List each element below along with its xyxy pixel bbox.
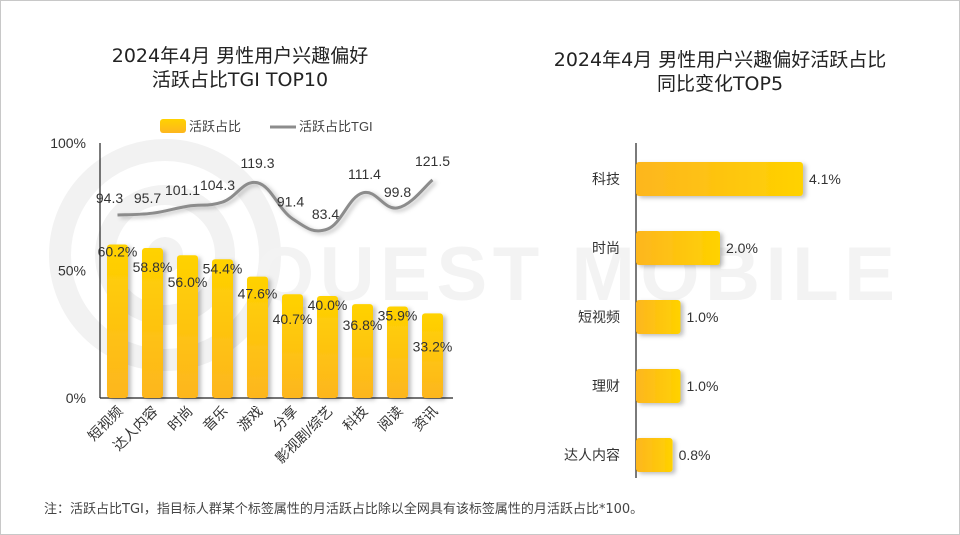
left-tgi-value-label: 111.4 <box>348 166 381 182</box>
left-bar <box>107 244 128 398</box>
left-tgi-line <box>117 178 434 233</box>
right-y-tick-label: 理财 <box>592 378 620 394</box>
right-title-line2: 同比变化TOP5 <box>656 73 784 95</box>
right-y-tick-label: 达人内容 <box>564 447 620 463</box>
left-y-tick-label: 50% <box>58 263 86 279</box>
left-bar <box>422 313 443 398</box>
left-bar <box>142 248 163 398</box>
right-y-tick-label: 短视频 <box>578 309 620 325</box>
legend-bar-swatch <box>160 119 186 133</box>
left-tgi-value-label: 99.8 <box>384 184 411 200</box>
left-bar <box>317 296 338 398</box>
left-x-tick-label: 游戏 <box>235 403 266 434</box>
left-bar-value-label: 47.6% <box>238 286 278 302</box>
left-bar-value-label: 33.2% <box>413 338 453 354</box>
left-bar-value-label: 35.9% <box>378 307 418 323</box>
left-tgi-value-label: 83.4 <box>312 206 339 222</box>
left-bar-value-label: 36.8% <box>343 317 383 333</box>
left-x-tick-label: 时尚 <box>165 403 196 434</box>
right-title-line1: 2024年4月 男性用户兴趣偏好活跃占比 <box>553 49 887 71</box>
right-bar-value-label: 1.0% <box>687 378 719 394</box>
left-chart-title: 2024年4月 男性用户兴趣偏好 活跃占比TGI TOP10 <box>60 44 420 92</box>
legend-label-bar: 活跃占比 <box>189 119 241 134</box>
left-x-tick-label: 音乐 <box>200 403 231 434</box>
left-bar <box>177 255 198 398</box>
left-bar-value-label: 58.8% <box>133 259 173 275</box>
left-y-tick-label: 100% <box>50 135 86 151</box>
legend-label-line: 活跃占比TGI <box>299 119 373 134</box>
left-bar-value-label: 40.7% <box>273 311 313 327</box>
right-y-tick-label: 科技 <box>592 171 620 187</box>
left-tgi-value-label: 101.1 <box>165 182 200 198</box>
left-bar <box>387 306 408 398</box>
right-bar-value-label: 4.1% <box>809 171 841 187</box>
left-x-tick-label: 分享 <box>270 403 301 434</box>
right-bar <box>636 231 720 265</box>
left-title-line1: 2024年4月 男性用户兴趣偏好 <box>111 45 369 67</box>
left-bar-value-label: 56.0% <box>168 274 208 290</box>
right-chart-title: 2024年4月 男性用户兴趣偏好活跃占比 同比变化TOP5 <box>510 48 930 96</box>
left-bar-value-label: 54.4% <box>203 260 243 276</box>
left-title-line2: 活跃占比TGI TOP10 <box>151 69 329 91</box>
left-tgi-value-label: 119.3 <box>241 155 275 171</box>
right-bar-value-label: 2.0% <box>726 240 758 256</box>
left-y-tick-label: 0% <box>66 390 86 406</box>
left-tgi-value-label: 104.3 <box>200 177 235 193</box>
left-tgi-value-label: 94.3 <box>96 190 123 206</box>
left-tgi-value-label: 121.5 <box>415 153 450 169</box>
right-bar <box>636 369 681 403</box>
footnote: 注：活跃占比TGI，指目标人群某个标签属性的月活跃占比除以全网具有该标签属性的月… <box>44 502 644 517</box>
left-bar <box>212 259 233 398</box>
left-bar <box>282 294 303 398</box>
left-tgi-value-label: 95.7 <box>134 190 161 206</box>
right-bar <box>636 300 681 334</box>
left-x-tick-label: 资讯 <box>410 403 441 434</box>
left-bar-value-label: 40.0% <box>308 297 348 313</box>
left-bar-value-label: 60.2% <box>98 243 138 259</box>
right-y-tick-label: 时尚 <box>592 240 620 256</box>
right-bar-value-label: 0.8% <box>679 447 711 463</box>
left-tgi-value-label: 91.4 <box>277 194 304 210</box>
left-bar <box>247 276 268 398</box>
right-bar <box>636 438 673 472</box>
left-bar <box>352 304 373 398</box>
right-bar-value-label: 1.0% <box>687 309 719 325</box>
left-x-tick-label: 科技 <box>340 403 371 434</box>
left-x-tick-label: 阅读 <box>375 403 406 434</box>
right-bar <box>636 162 803 196</box>
legend: 活跃占比 活跃占比TGI <box>160 119 373 134</box>
